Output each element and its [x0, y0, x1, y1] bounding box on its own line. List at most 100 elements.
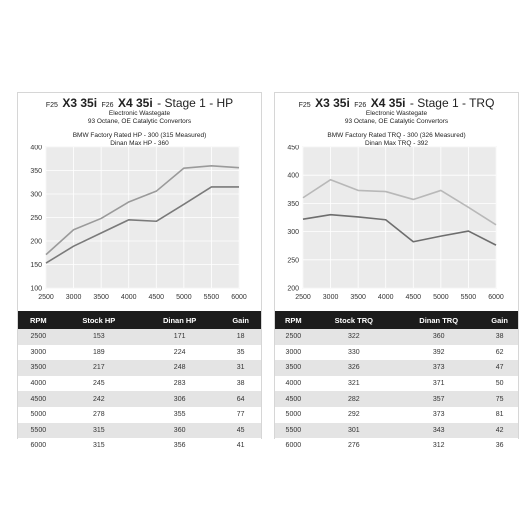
table-cell: 189 — [58, 344, 139, 361]
table-cell: 355 — [138, 406, 221, 423]
x-tick-label: 4500 — [405, 294, 421, 301]
series-line — [302, 178, 497, 226]
table-header-row: RPM Stock HP Dinan HP Gain — [18, 311, 261, 329]
plot-area — [302, 146, 497, 289]
column-header: RPM — [275, 311, 312, 329]
table-cell: 357 — [396, 391, 482, 407]
table-row: 2500 322 360 38 — [275, 329, 518, 345]
x-tick-label: 2500 — [38, 294, 54, 301]
table-cell: 248 — [138, 360, 221, 376]
table-cell: 278 — [58, 406, 139, 423]
hp-title-model2: X4 35i — [118, 96, 153, 110]
table-cell: 171 — [138, 329, 221, 345]
x-tick-label: 4000 — [121, 294, 137, 301]
table-cell: 360 — [396, 329, 482, 345]
table-cell: 217 — [58, 360, 139, 376]
table-cell: 315 — [58, 422, 139, 439]
x-tick-label: 5500 — [461, 294, 477, 301]
table-cell: 45 — [220, 422, 261, 439]
table-cell: 245 — [58, 375, 139, 392]
table-cell: 292 — [311, 406, 397, 423]
y-tick-label: 150 — [30, 262, 42, 269]
y-tick-label: 350 — [30, 168, 42, 175]
y-tick-label: 100 — [30, 286, 42, 293]
table-cell: 326 — [311, 360, 397, 376]
table-cell: 42 — [481, 422, 518, 439]
table-row: 3500 326 373 47 — [275, 360, 518, 376]
table-row: 4500 242 306 64 — [18, 391, 261, 407]
hp-subtitle-line2: 93 Octane, OE Catalytic Convertors — [87, 118, 192, 125]
table-row: 4000 245 283 38 — [18, 375, 261, 392]
table-cell: 306 — [138, 391, 221, 407]
hp-note-max: Dinan Max HP - 360 — [110, 140, 169, 147]
y-tick-label: 400 — [287, 173, 299, 180]
x-tick-label: 5500 — [204, 294, 220, 301]
series-line — [45, 186, 239, 264]
hp-title-gen1: F25 — [45, 102, 58, 109]
table-row: 2500 153 171 18 — [18, 329, 261, 345]
x-tick-label: 3000 — [66, 294, 82, 301]
table-cell: 343 — [396, 422, 482, 439]
table-cell: 2500 — [18, 329, 59, 345]
x-tick-label: 5000 — [176, 294, 192, 301]
table-cell: 5000 — [18, 406, 59, 423]
x-tick-label: 6000 — [231, 294, 247, 301]
x-tick-label: 3500 — [93, 294, 109, 301]
table-cell: 77 — [220, 406, 261, 423]
table-cell: 373 — [396, 360, 482, 376]
table-cell: 4500 — [275, 391, 312, 407]
table-cell: 322 — [311, 329, 397, 345]
column-header: Gain — [481, 311, 518, 329]
series-line — [302, 213, 497, 246]
table-cell: 276 — [311, 438, 397, 454]
table-cell: 312 — [396, 438, 482, 454]
table-cell: 75 — [481, 391, 518, 407]
table-cell: 38 — [481, 329, 518, 345]
trq-note-factory: BMW Factory Rated TRQ - 300 (326 Measure… — [327, 132, 466, 139]
trq-panel: F25 X3 35i F26 X4 35i - Stage 1 - TRQ El… — [274, 92, 519, 454]
table-cell: 35 — [220, 344, 261, 361]
table-cell: 3000 — [275, 344, 312, 361]
table-cell: 38 — [220, 375, 261, 392]
trq-subtitle-line1: Electronic Wastegate — [365, 110, 428, 117]
hp-note-factory: BMW Factory Rated HP - 300 (315 Measured… — [72, 132, 207, 139]
table-row: 6000 315 356 41 — [18, 438, 261, 454]
table-cell: 47 — [481, 360, 518, 376]
table-cell: 6000 — [18, 438, 59, 454]
table-cell: 4000 — [275, 375, 312, 392]
table-cell: 301 — [311, 422, 397, 439]
table-cell: 371 — [396, 375, 482, 392]
trq-title-stage: - Stage 1 - TRQ — [409, 96, 495, 110]
table-cell: 242 — [58, 391, 139, 407]
hp-panel: F25 X3 35i F26 X4 35i - Stage 1 - HP Ele… — [17, 92, 262, 454]
hp-chart: 100 150 200 250 300 350 400 2500 3000 3500 4000 450… — [30, 145, 247, 301]
table-cell: 5000 — [275, 406, 312, 423]
y-tick-label: 200 — [30, 239, 42, 246]
trq-title-gen2: F26 — [354, 102, 367, 109]
table-cell: 18 — [220, 329, 261, 345]
table-cell: 153 — [58, 329, 139, 345]
trq-chart: 200 250 300 350 400 450 2500 3000 3500 4000 4500 50… — [287, 145, 504, 301]
x-tick-label: 3500 — [350, 294, 366, 301]
trq-title: F25 X3 35i F26 X4 35i - Stage 1 - TRQ — [275, 96, 518, 113]
hp-title-gen2: F26 — [101, 102, 114, 109]
table-cell: 283 — [138, 375, 221, 392]
table-row: 6000 276 312 36 — [275, 438, 518, 454]
table-cell: 6000 — [275, 438, 312, 454]
table-cell: 4500 — [18, 391, 59, 407]
column-header: Dinan HP — [138, 311, 221, 329]
x-tick-label: 3000 — [323, 294, 339, 301]
table-row: 3500 217 248 31 — [18, 360, 261, 376]
table-cell: 64 — [220, 391, 261, 407]
column-header: Gain — [220, 311, 261, 329]
table-row: 5000 278 355 77 — [18, 406, 261, 423]
table-cell: 3500 — [275, 360, 312, 376]
table-cell: 3500 — [18, 360, 59, 376]
trq-subtitle-line2: 93 Octane, OE Catalytic Convertors — [344, 118, 449, 125]
y-tick-label: 400 — [30, 145, 42, 152]
x-tick-label: 5000 — [433, 294, 449, 301]
series-line — [45, 164, 240, 256]
y-tick-label: 300 — [287, 229, 299, 236]
hp-subtitle-line1: Electronic Wastegate — [108, 110, 171, 117]
column-header: RPM — [18, 311, 59, 329]
